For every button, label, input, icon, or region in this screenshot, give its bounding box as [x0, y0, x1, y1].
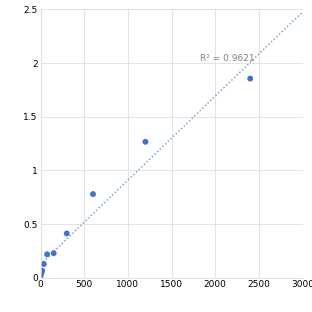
Point [51, 251, 56, 256]
Point [90, 192, 95, 197]
Point [39, 271, 44, 276]
Point [248, 76, 253, 81]
Point [41, 261, 46, 266]
Point [45, 252, 50, 257]
Point [40, 268, 45, 273]
Point [64, 231, 69, 236]
Text: R² = 0.9621: R² = 0.9621 [200, 54, 254, 63]
Point [38, 274, 43, 279]
Point [143, 139, 148, 144]
